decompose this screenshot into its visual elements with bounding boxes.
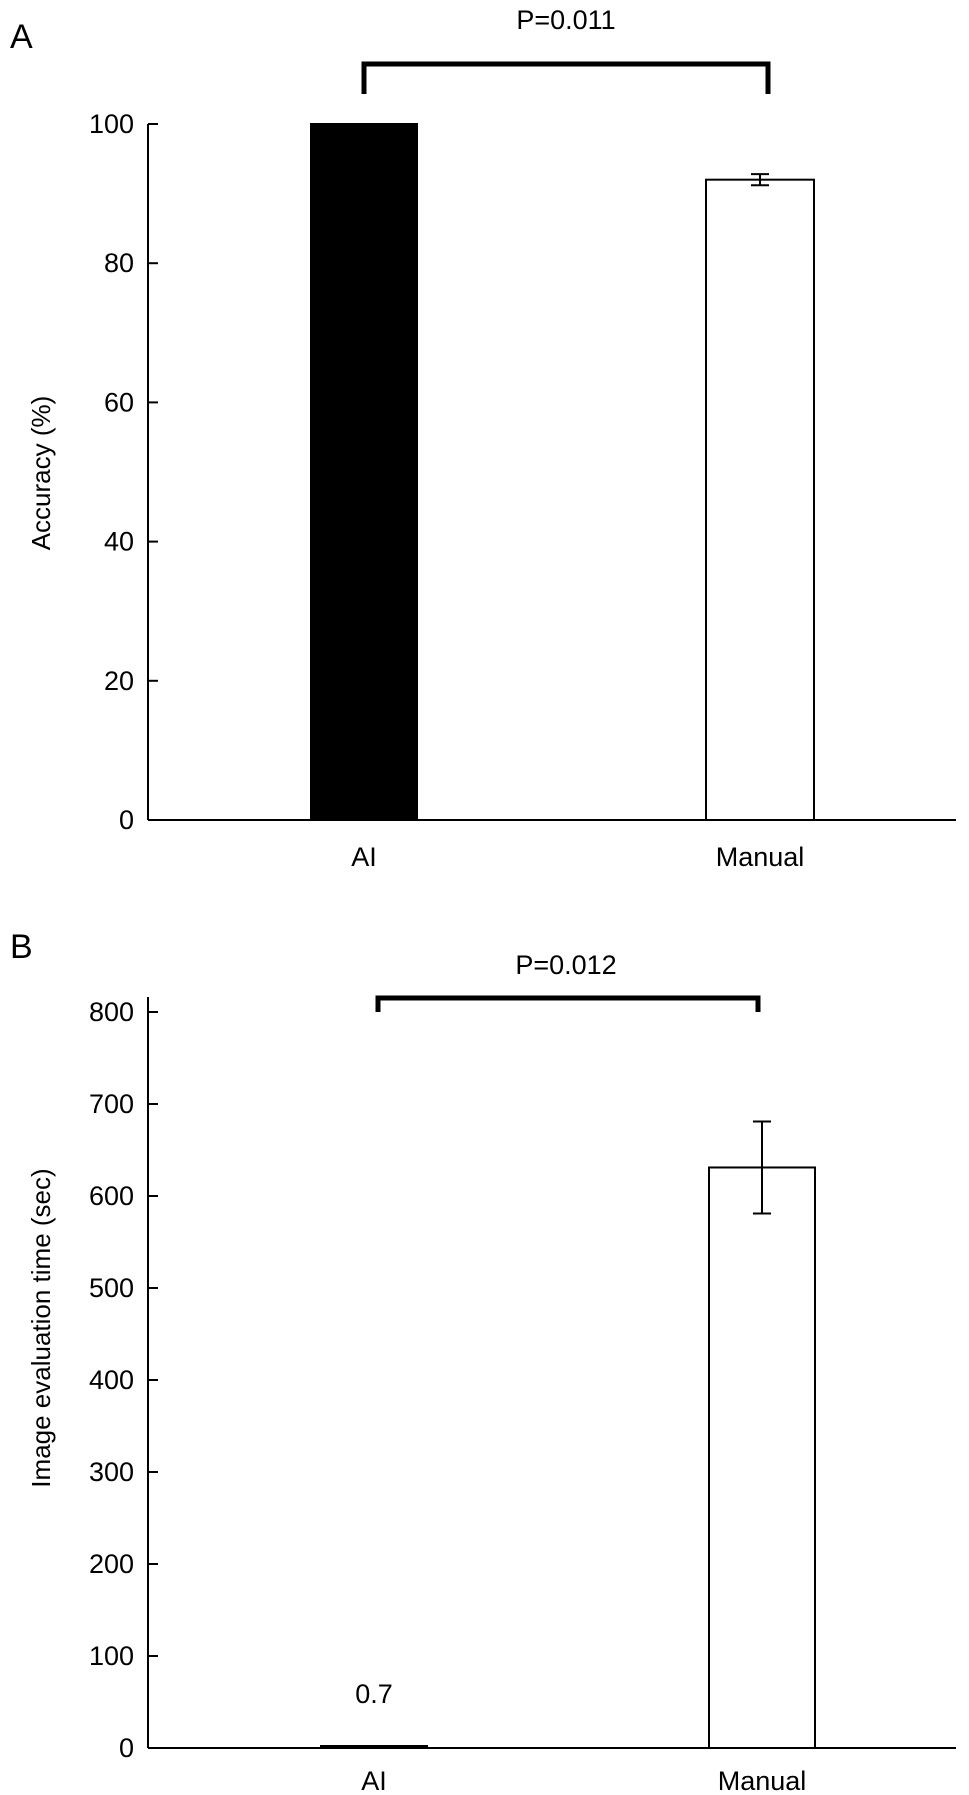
y-tick-label-b: 600 [89,1181,134,1211]
panel-label-b: B [10,928,33,966]
p-value-a: P=0.011 [516,5,615,35]
y-tick-label-b: 500 [89,1273,134,1303]
y-tick-label-a: 80 [104,248,134,278]
bars-a [310,123,815,821]
x-tick-label-b-ai: AI [361,1766,387,1795]
bar-b-manual [708,1166,816,1749]
significance-bracket-a [361,61,771,94]
x-tick-label-b-manual: Manual [718,1766,807,1795]
y-tick-label-b: 200 [89,1549,134,1579]
p-value-b: P=0.012 [515,950,616,980]
x-tick-label-a-ai: AI [351,842,377,872]
panel-b: B Image evaluation time (sec) 0 100 200 300… [10,928,956,1795]
y-ticks-b: 0 100 200 300 400 500 600 700 800 [89,997,158,1763]
bar-a-manual [705,178,815,821]
y-tick-label-b: 0 [119,1733,134,1763]
significance-bracket-b [375,995,761,1012]
y-tick-label-a: 0 [119,805,134,835]
y-tick-label-b: 100 [89,1641,134,1671]
y-tick-label-b: 700 [89,1089,134,1119]
panel-label-a: A [10,18,33,56]
y-tick-label-a: 40 [104,527,134,557]
y-tick-label-b: 400 [89,1365,134,1395]
y-tick-label-b: 300 [89,1457,134,1487]
y-tick-label-b: 800 [89,997,134,1027]
y-tick-label-a: 100 [89,109,134,139]
y-tick-label-a: 60 [104,387,134,417]
data-label-b-ai: 0.7 [355,1679,393,1709]
y-axis-label-a: Accuracy (%) [26,396,56,551]
y-axis-label-b: Image evaluation time (sec) [26,1168,56,1487]
bar-a-ai [310,123,418,821]
bars-b [320,1120,816,1749]
panel-a: A Accuracy (%) 0 20 40 60 80 100 AI Manual P=… [10,5,956,872]
y-ticks-a: 0 20 40 60 80 100 [89,109,158,835]
x-tick-label-a-manual: Manual [716,842,805,872]
y-tick-label-a: 20 [104,666,134,696]
